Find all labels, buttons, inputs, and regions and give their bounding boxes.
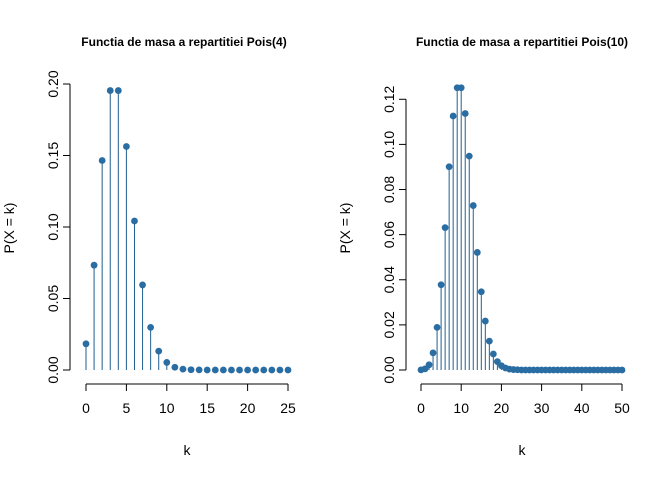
data-point: [473, 249, 481, 256]
y-tick-label: 0.08: [381, 176, 397, 203]
x-tick-label: 10: [453, 400, 469, 416]
data-point: [171, 363, 179, 371]
y-tick-label: 0.04: [381, 266, 397, 293]
data-point: [106, 87, 114, 94]
y-tick-label: 0.00: [45, 356, 61, 383]
x-tick-label: 5: [123, 400, 131, 416]
y-tick-label: 0.10: [45, 213, 61, 240]
data-series: [82, 87, 292, 374]
data-point: [469, 202, 477, 209]
y-tick-label: 0.10: [381, 131, 397, 158]
data-point: [485, 337, 493, 345]
data-point: [195, 366, 203, 374]
x-tick-label: 20: [240, 400, 256, 416]
data-point: [139, 281, 146, 289]
data-point: [284, 366, 292, 374]
y-axis: 0.00 0.02 0.04 0.06 0.08 0.10 0.12: [381, 85, 407, 384]
data-point: [98, 157, 106, 164]
y-tick-label: 0.06: [381, 221, 397, 248]
data-point: [228, 366, 235, 374]
data-point: [445, 163, 453, 171]
data-point: [252, 366, 260, 374]
data-point: [236, 366, 243, 374]
data-point: [268, 366, 276, 374]
y-tick-label: 0.12: [381, 85, 397, 112]
data-point: [90, 261, 98, 269]
data-point: [82, 340, 90, 348]
x-tick-label: 0: [417, 400, 425, 416]
data-point: [449, 112, 457, 120]
data-point: [163, 359, 171, 366]
data-point: [276, 366, 284, 374]
data-point: [618, 366, 626, 374]
data-point: [457, 84, 465, 92]
data-point: [244, 366, 252, 374]
data-point: [211, 366, 219, 374]
x-axis-label: k: [184, 442, 192, 458]
data-point: [147, 323, 155, 331]
x-tick-label: 40: [574, 400, 590, 416]
x-tick-label: 15: [199, 400, 215, 416]
data-point: [433, 323, 441, 331]
data-point: [477, 288, 485, 296]
y-axis-label: P(X = k): [337, 203, 353, 254]
x-tick-label: 30: [534, 400, 550, 416]
chart-title: Functia de masa a repartitiei Pois(10): [416, 35, 628, 49]
data-point: [114, 87, 122, 94]
chart-pois10: Functia de masa a repartitiei Pois(10) k…: [337, 35, 630, 458]
data-point: [425, 361, 433, 369]
chart-pois4: Functia de masa a repartitiei Pois(4) k …: [1, 35, 296, 458]
data-point: [179, 365, 187, 373]
data-point: [219, 366, 227, 374]
y-axis: 0.00 0.05 0.10 0.15 0.20: [45, 70, 71, 384]
chart-title: Functia de masa a repartitiei Pois(4): [81, 35, 286, 49]
x-tick-label: 50: [614, 400, 630, 416]
x-tick-label: 20: [494, 400, 510, 416]
data-point: [131, 217, 138, 225]
data-point: [441, 224, 449, 232]
y-tick-label: 0.00: [381, 356, 397, 383]
x-axis: 0 10 20 30 40 50: [417, 383, 630, 416]
x-tick-label: 0: [82, 400, 90, 416]
data-point: [155, 347, 163, 355]
y-tick-label: 0.02: [381, 311, 397, 338]
data-point: [437, 281, 445, 289]
y-tick-label: 0.20: [45, 70, 61, 97]
data-point: [123, 143, 130, 150]
data-point: [489, 350, 497, 358]
x-axis: 0 5 10 15 20 25: [82, 383, 296, 416]
data-point: [481, 317, 489, 325]
data-point: [465, 152, 473, 160]
y-axis-label: P(X = k): [1, 203, 17, 254]
x-tick-label: 25: [280, 400, 296, 416]
data-point: [260, 366, 268, 374]
data-point: [461, 110, 469, 117]
data-series: [417, 84, 626, 374]
y-tick-label: 0.15: [45, 142, 61, 169]
x-tick-label: 10: [159, 400, 175, 416]
x-axis-label: k: [519, 442, 527, 458]
data-point: [203, 366, 211, 374]
data-point: [429, 349, 437, 357]
y-tick-label: 0.05: [45, 285, 61, 312]
data-point: [187, 366, 195, 374]
